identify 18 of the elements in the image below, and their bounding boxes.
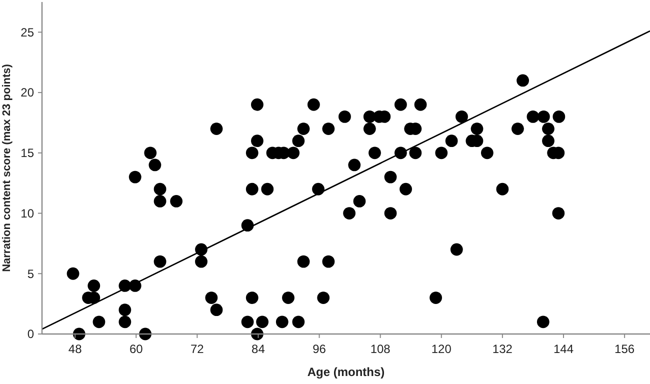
y-axis-title: Narration content score (max 23 points): [1, 64, 13, 272]
x-tick-label: 48: [68, 342, 82, 356]
x-tick-label: 60: [129, 342, 144, 356]
x-tick-label: 108: [370, 342, 391, 356]
x-tick-label: 156: [614, 342, 635, 356]
x-tick-label: 96: [312, 342, 326, 356]
x-tick-label: 72: [190, 342, 204, 356]
x-axis-title: Age (months): [307, 365, 385, 379]
y-tick-label: 5: [27, 266, 34, 281]
x-tick-label: 84: [252, 342, 266, 356]
y-tick-label: 10: [20, 206, 34, 220]
y-tick-label: 0: [27, 327, 34, 342]
y-tick-label: 25: [20, 25, 34, 40]
y-tick-label: 15: [20, 146, 34, 160]
x-tick-label: 120: [431, 342, 452, 356]
x-tick-label: 132: [492, 342, 513, 356]
x-tick-label: 144: [553, 342, 574, 356]
y-tick-label: 20: [20, 86, 34, 100]
